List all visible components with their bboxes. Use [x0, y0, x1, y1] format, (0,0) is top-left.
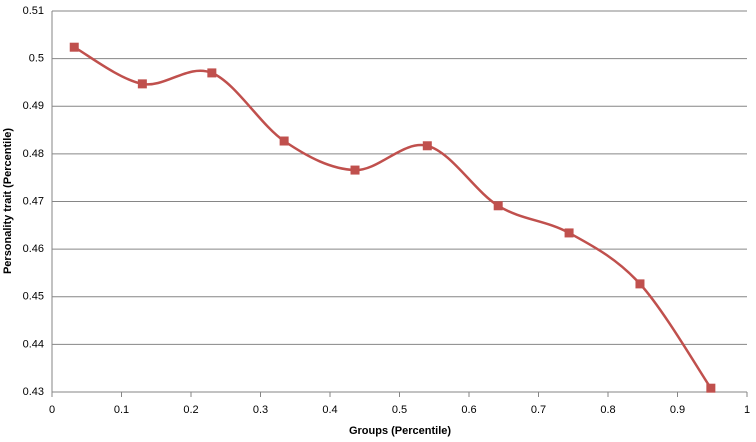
x-tick-label: 0.4	[322, 404, 337, 416]
y-tick-label: 0.43	[23, 386, 44, 398]
marker	[564, 228, 574, 238]
marker	[493, 201, 503, 211]
marker	[137, 79, 147, 89]
x-tick-label: 1	[744, 404, 750, 416]
y-tick-label: 0.49	[23, 100, 44, 112]
marker	[69, 42, 79, 52]
y-tick-label: 0.46	[23, 243, 44, 255]
x-axis-title: Groups (Percentile)	[349, 425, 451, 437]
marker	[706, 383, 716, 393]
marker	[422, 141, 432, 151]
x-tick-label: 0.8	[600, 404, 615, 416]
x-tick-label: 0.3	[253, 404, 268, 416]
y-tick-label: 0.51	[23, 5, 44, 17]
y-tick-label: 0.5	[29, 53, 44, 65]
marker	[350, 165, 360, 175]
x-tick-label: 0.1	[114, 404, 129, 416]
marker	[279, 136, 289, 146]
x-tick-label: 0.6	[461, 404, 476, 416]
y-tick-label: 0.48	[23, 148, 44, 160]
x-tick-label: 0.5	[392, 404, 407, 416]
y-axis-title: Personality trait (Percentile)	[2, 128, 14, 274]
x-tick-label: 0.2	[183, 404, 198, 416]
marker	[207, 68, 217, 78]
x-tick-label: 0.9	[670, 404, 685, 416]
y-tick-label: 0.44	[23, 338, 44, 350]
marker	[635, 279, 645, 289]
x-tick-label: 0	[49, 404, 55, 416]
x-tick-label: 0.7	[531, 404, 546, 416]
y-tick-label: 0.45	[23, 291, 44, 303]
line	[73, 46, 712, 389]
y-tick-label: 0.47	[23, 195, 44, 207]
